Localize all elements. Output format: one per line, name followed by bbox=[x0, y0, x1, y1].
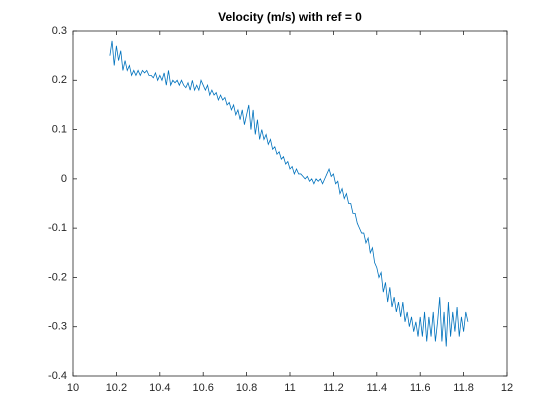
y-tick-label: -0.4 bbox=[48, 370, 67, 382]
y-tick-label: 0.1 bbox=[52, 123, 67, 135]
y-tick-label: 0.2 bbox=[52, 74, 67, 86]
y-tick-label: 0.3 bbox=[52, 25, 67, 37]
y-tick-label: -0.3 bbox=[48, 321, 67, 333]
x-tick-label: 11.4 bbox=[367, 382, 388, 394]
x-tick-label: 12 bbox=[501, 382, 513, 394]
y-tick-label: -0.2 bbox=[48, 271, 67, 283]
y-tick-label: 0 bbox=[61, 173, 67, 185]
x-tick-label: 11.6 bbox=[410, 382, 431, 394]
x-tick-label: 10.4 bbox=[149, 382, 170, 394]
x-tick-label: 10.2 bbox=[106, 382, 127, 394]
x-tick-label: 11.2 bbox=[323, 382, 344, 394]
y-tick-label: -0.1 bbox=[48, 222, 67, 234]
x-tick-label: 10.6 bbox=[192, 382, 213, 394]
x-tick-label: 10.8 bbox=[236, 382, 257, 394]
data-line bbox=[109, 40, 469, 347]
axes-box bbox=[72, 30, 508, 377]
x-tick-label: 10 bbox=[67, 382, 79, 394]
x-tick-label: 11 bbox=[284, 382, 295, 394]
x-tick-label: 11.8 bbox=[453, 382, 474, 394]
chart-title: Velocity (m/s) with ref = 0 bbox=[218, 10, 362, 24]
